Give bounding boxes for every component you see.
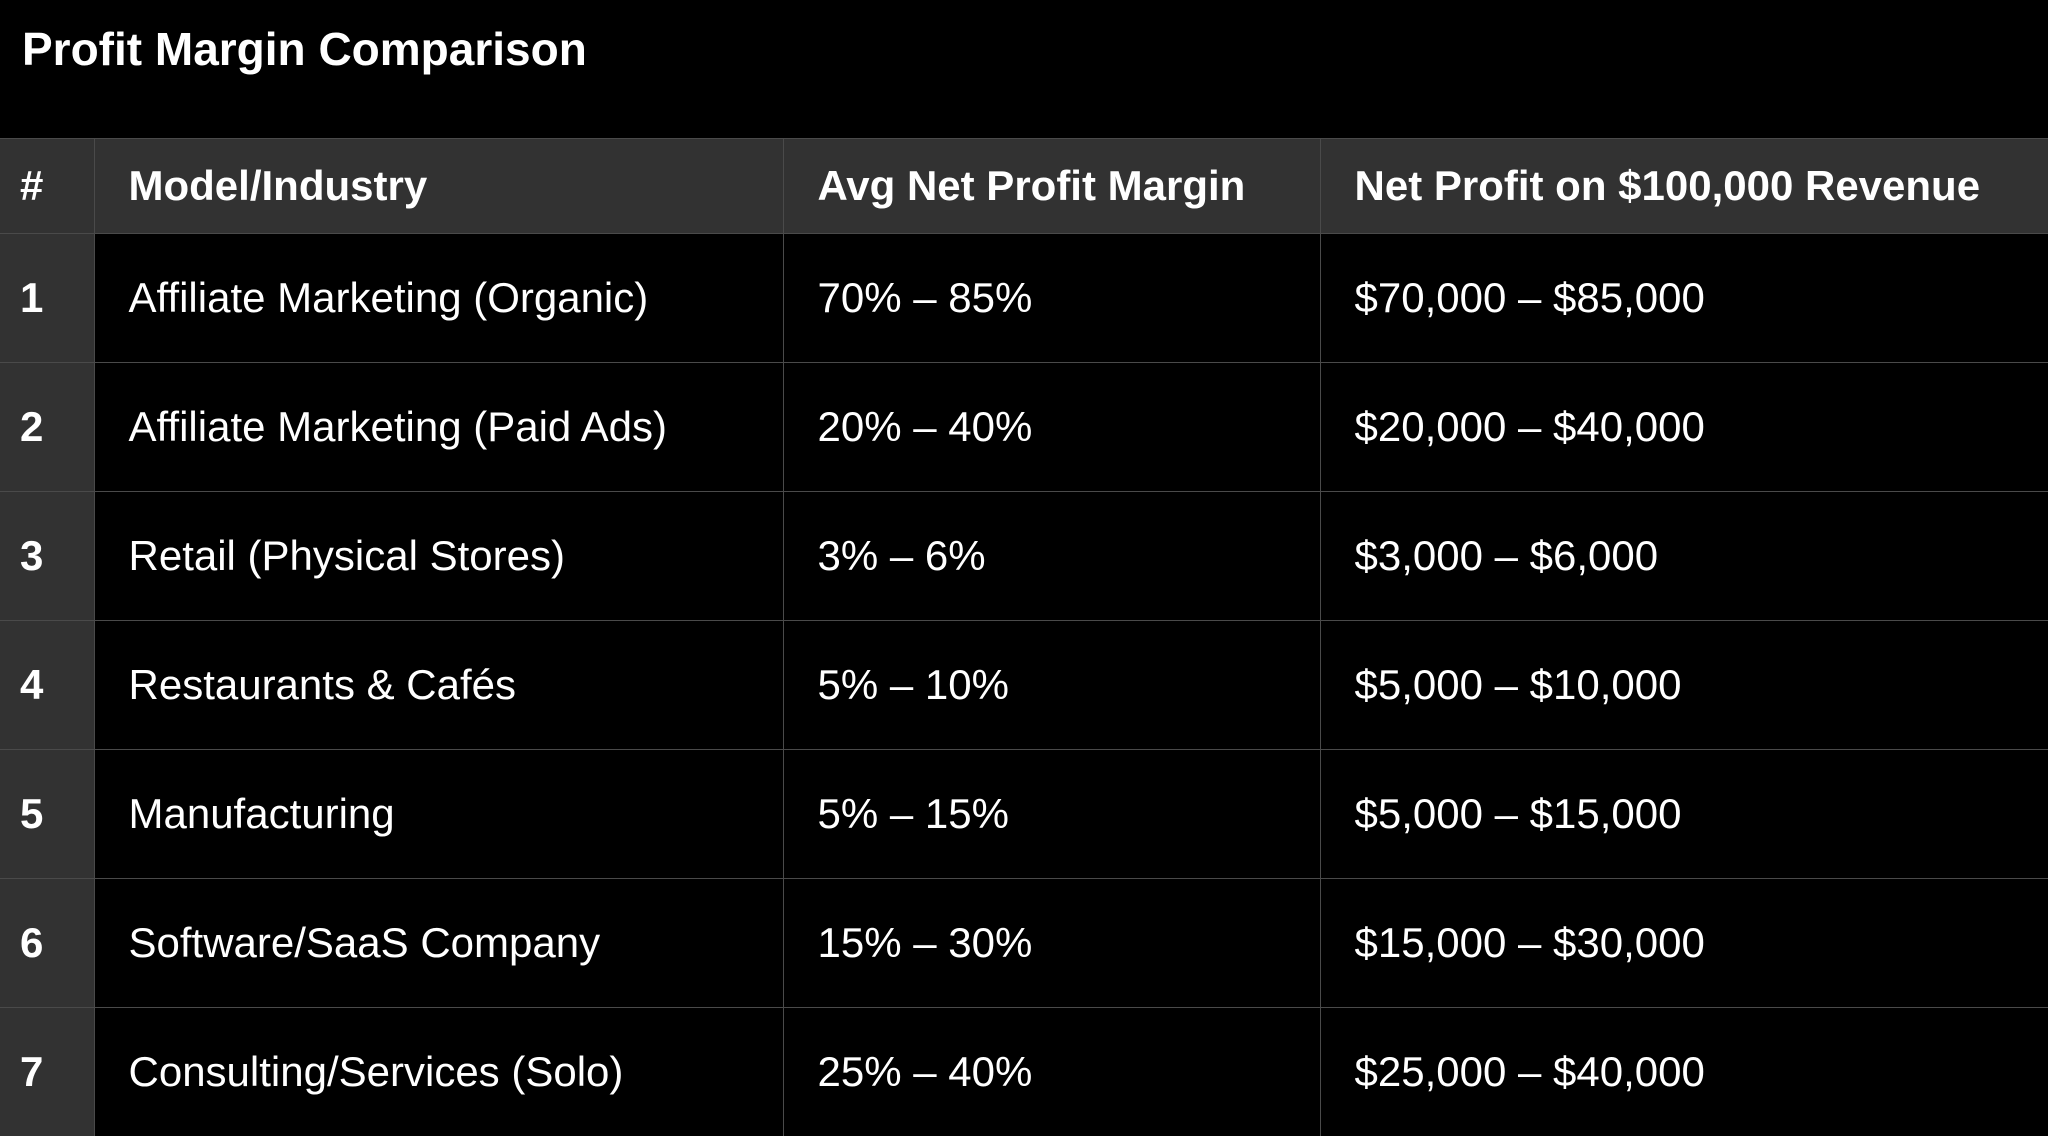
margin-cell: 5% – 15% (783, 750, 1320, 879)
model-industry-cell: Consulting/Services (Solo) (94, 1008, 783, 1136)
profit-margin-table: # Model/Industry Avg Net Profit Margin N… (0, 138, 2048, 1136)
model-industry-cell: Affiliate Marketing (Organic) (94, 234, 783, 363)
table-row: 5 Manufacturing 5% – 15% $5,000 – $15,00… (0, 750, 2048, 879)
net-profit-cell: $20,000 – $40,000 (1320, 363, 2048, 492)
column-header-net-profit-on-revenue: Net Profit on $100,000 Revenue (1320, 139, 2048, 234)
page-title: Profit Margin Comparison (22, 18, 587, 80)
table-row: 3 Retail (Physical Stores) 3% – 6% $3,00… (0, 492, 2048, 621)
model-industry-cell: Affiliate Marketing (Paid Ads) (94, 363, 783, 492)
column-header-model-industry: Model/Industry (94, 139, 783, 234)
net-profit-cell: $5,000 – $10,000 (1320, 621, 2048, 750)
net-profit-cell: $3,000 – $6,000 (1320, 492, 2048, 621)
net-profit-cell: $15,000 – $30,000 (1320, 879, 2048, 1008)
row-index-cell: 5 (0, 750, 94, 879)
model-industry-cell: Retail (Physical Stores) (94, 492, 783, 621)
net-profit-cell: $70,000 – $85,000 (1320, 234, 2048, 363)
table-row: 6 Software/SaaS Company 15% – 30% $15,00… (0, 879, 2048, 1008)
model-industry-cell: Restaurants & Cafés (94, 621, 783, 750)
row-index-cell: 7 (0, 1008, 94, 1136)
margin-cell: 15% – 30% (783, 879, 1320, 1008)
margin-cell: 5% – 10% (783, 621, 1320, 750)
row-index-cell: 6 (0, 879, 94, 1008)
row-index-cell: 3 (0, 492, 94, 621)
table-row: 7 Consulting/Services (Solo) 25% – 40% $… (0, 1008, 2048, 1136)
model-industry-cell: Software/SaaS Company (94, 879, 783, 1008)
table-row: 1 Affiliate Marketing (Organic) 70% – 85… (0, 234, 2048, 363)
table-row: 4 Restaurants & Cafés 5% – 10% $5,000 – … (0, 621, 2048, 750)
net-profit-cell: $5,000 – $15,000 (1320, 750, 2048, 879)
column-header-avg-net-profit-margin: Avg Net Profit Margin (783, 139, 1320, 234)
row-index-cell: 4 (0, 621, 94, 750)
table-row: 2 Affiliate Marketing (Paid Ads) 20% – 4… (0, 363, 2048, 492)
net-profit-cell: $25,000 – $40,000 (1320, 1008, 2048, 1136)
row-index-cell: 1 (0, 234, 94, 363)
margin-cell: 25% – 40% (783, 1008, 1320, 1136)
margin-cell: 3% – 6% (783, 492, 1320, 621)
table-header-row: # Model/Industry Avg Net Profit Margin N… (0, 139, 2048, 234)
margin-cell: 70% – 85% (783, 234, 1320, 363)
row-index-cell: 2 (0, 363, 94, 492)
column-header-index: # (0, 139, 94, 234)
margin-cell: 20% – 40% (783, 363, 1320, 492)
model-industry-cell: Manufacturing (94, 750, 783, 879)
